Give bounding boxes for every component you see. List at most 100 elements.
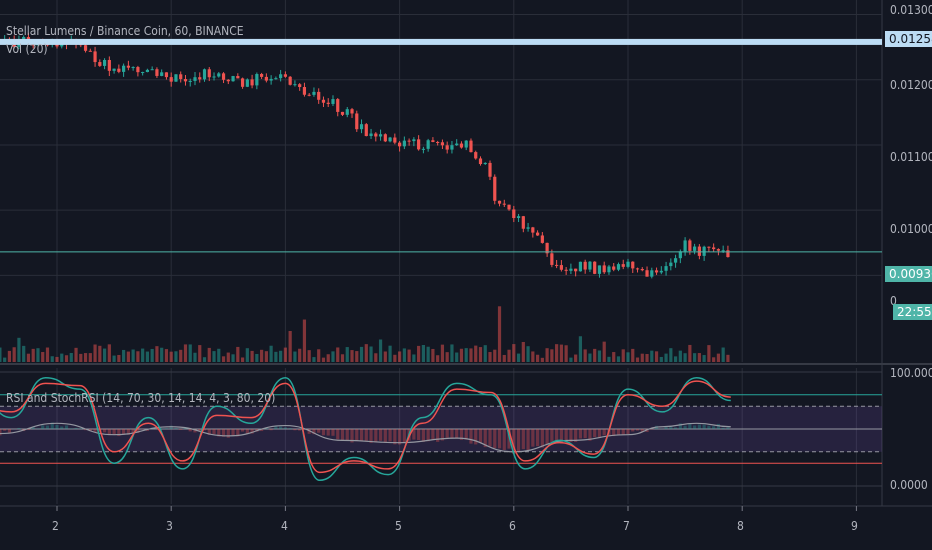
candle-body xyxy=(317,91,321,100)
candle-body xyxy=(364,124,368,137)
candle-body xyxy=(298,84,302,88)
volume-bar xyxy=(269,345,273,362)
volume-bar xyxy=(455,352,459,362)
candlesticks xyxy=(0,32,730,279)
volume-bar xyxy=(412,354,416,362)
volume-bar xyxy=(640,353,644,362)
volume-bar xyxy=(721,347,725,362)
rsi-bar xyxy=(712,426,716,429)
indicator-label[interactable]: RSI and StochRSI (14, 70, 30, 14, 14, 4,… xyxy=(6,391,276,405)
volume-bar xyxy=(445,352,449,362)
rsi-bar xyxy=(345,429,349,441)
candle-body xyxy=(673,258,678,263)
volume-bar xyxy=(174,351,178,362)
volume-bar xyxy=(702,355,706,362)
volume-bar xyxy=(302,319,307,362)
candle-body xyxy=(117,68,121,72)
volume-bar xyxy=(521,342,525,362)
candle-body xyxy=(712,247,716,250)
volume-bar xyxy=(654,351,659,362)
volume-bar xyxy=(336,347,340,362)
candle-body xyxy=(383,134,387,142)
candle-body xyxy=(669,262,673,267)
rsi-bar xyxy=(312,429,316,435)
candle-body xyxy=(602,265,606,273)
candle-body xyxy=(683,240,687,252)
volume-bar xyxy=(421,344,425,362)
volume-bar xyxy=(650,350,654,362)
volume-bar xyxy=(145,351,150,362)
rsi-bar xyxy=(531,429,535,447)
rsi-bar xyxy=(459,429,464,440)
rsi-bar xyxy=(31,427,35,429)
candle-body xyxy=(226,79,230,82)
rsi-bar xyxy=(55,424,59,429)
rsi-bar xyxy=(669,426,673,429)
candle-body xyxy=(345,109,349,115)
volume-bar xyxy=(583,349,587,362)
rsi-bar xyxy=(626,429,630,435)
volume-bar xyxy=(198,345,202,362)
volume-label[interactable]: Vol (20) xyxy=(6,42,48,56)
candle-body xyxy=(412,139,416,142)
rsi-bar xyxy=(36,428,40,429)
candle-body xyxy=(693,246,697,251)
time-tick-7: 7 xyxy=(623,519,630,533)
candle-body xyxy=(302,87,307,95)
chart-title[interactable]: Stellar Lumens / Binance Coin, 60, BINAN… xyxy=(6,24,244,38)
candle-body xyxy=(83,45,88,51)
rsi-bar xyxy=(122,429,126,435)
candle-body xyxy=(326,102,330,104)
rsi-bar xyxy=(721,427,725,429)
rsi-bar xyxy=(64,425,69,429)
volume-bar xyxy=(36,348,40,362)
rsi-bar xyxy=(683,425,687,429)
rsi-bar xyxy=(673,427,678,429)
volume-bar xyxy=(540,357,544,362)
volume-bar xyxy=(631,348,635,362)
candle-body xyxy=(307,94,311,96)
highlight-price-tag: 0.01258 xyxy=(885,31,932,47)
rsi-bar xyxy=(41,425,45,429)
rsi-bar xyxy=(226,429,230,438)
candle-body xyxy=(141,72,145,74)
volume-bar xyxy=(50,356,54,362)
volume-bar xyxy=(131,349,135,362)
rsi-bar xyxy=(516,429,521,452)
rsi-bar xyxy=(493,429,497,449)
candle-body xyxy=(255,74,259,86)
candle-body xyxy=(578,261,583,272)
candle-body xyxy=(355,113,359,130)
rsi-bar xyxy=(393,429,397,445)
candle-body xyxy=(564,269,568,271)
rsi-bar xyxy=(198,429,202,432)
volume-bar xyxy=(188,344,192,362)
rsi-bar xyxy=(69,428,73,429)
candle-body xyxy=(540,235,544,243)
candle-body xyxy=(231,76,235,82)
volume-bar xyxy=(79,353,83,362)
volume-bar xyxy=(474,345,478,362)
rsi-bar xyxy=(179,429,183,430)
rsi-line xyxy=(0,422,731,453)
volume-bar xyxy=(555,344,559,362)
rsi-bar xyxy=(378,429,383,441)
rsi-bar xyxy=(264,428,268,429)
rsi-bar xyxy=(236,429,240,437)
volume-bar xyxy=(712,357,716,362)
rsi-bar xyxy=(350,429,354,443)
candle-body xyxy=(155,69,159,76)
rsi-bar xyxy=(112,429,116,435)
volume-bar xyxy=(26,353,31,362)
volume-bar xyxy=(136,351,140,362)
volume-bar xyxy=(283,347,287,362)
rsi-bar xyxy=(697,424,701,429)
candle-body xyxy=(112,68,116,71)
volume-bar xyxy=(102,348,107,362)
rsi-bar xyxy=(369,429,373,443)
volume-bar xyxy=(388,345,392,362)
rsi-bar xyxy=(331,429,335,436)
candle-body xyxy=(402,140,406,147)
rsi-bar xyxy=(307,429,311,434)
candle-body xyxy=(588,261,592,270)
